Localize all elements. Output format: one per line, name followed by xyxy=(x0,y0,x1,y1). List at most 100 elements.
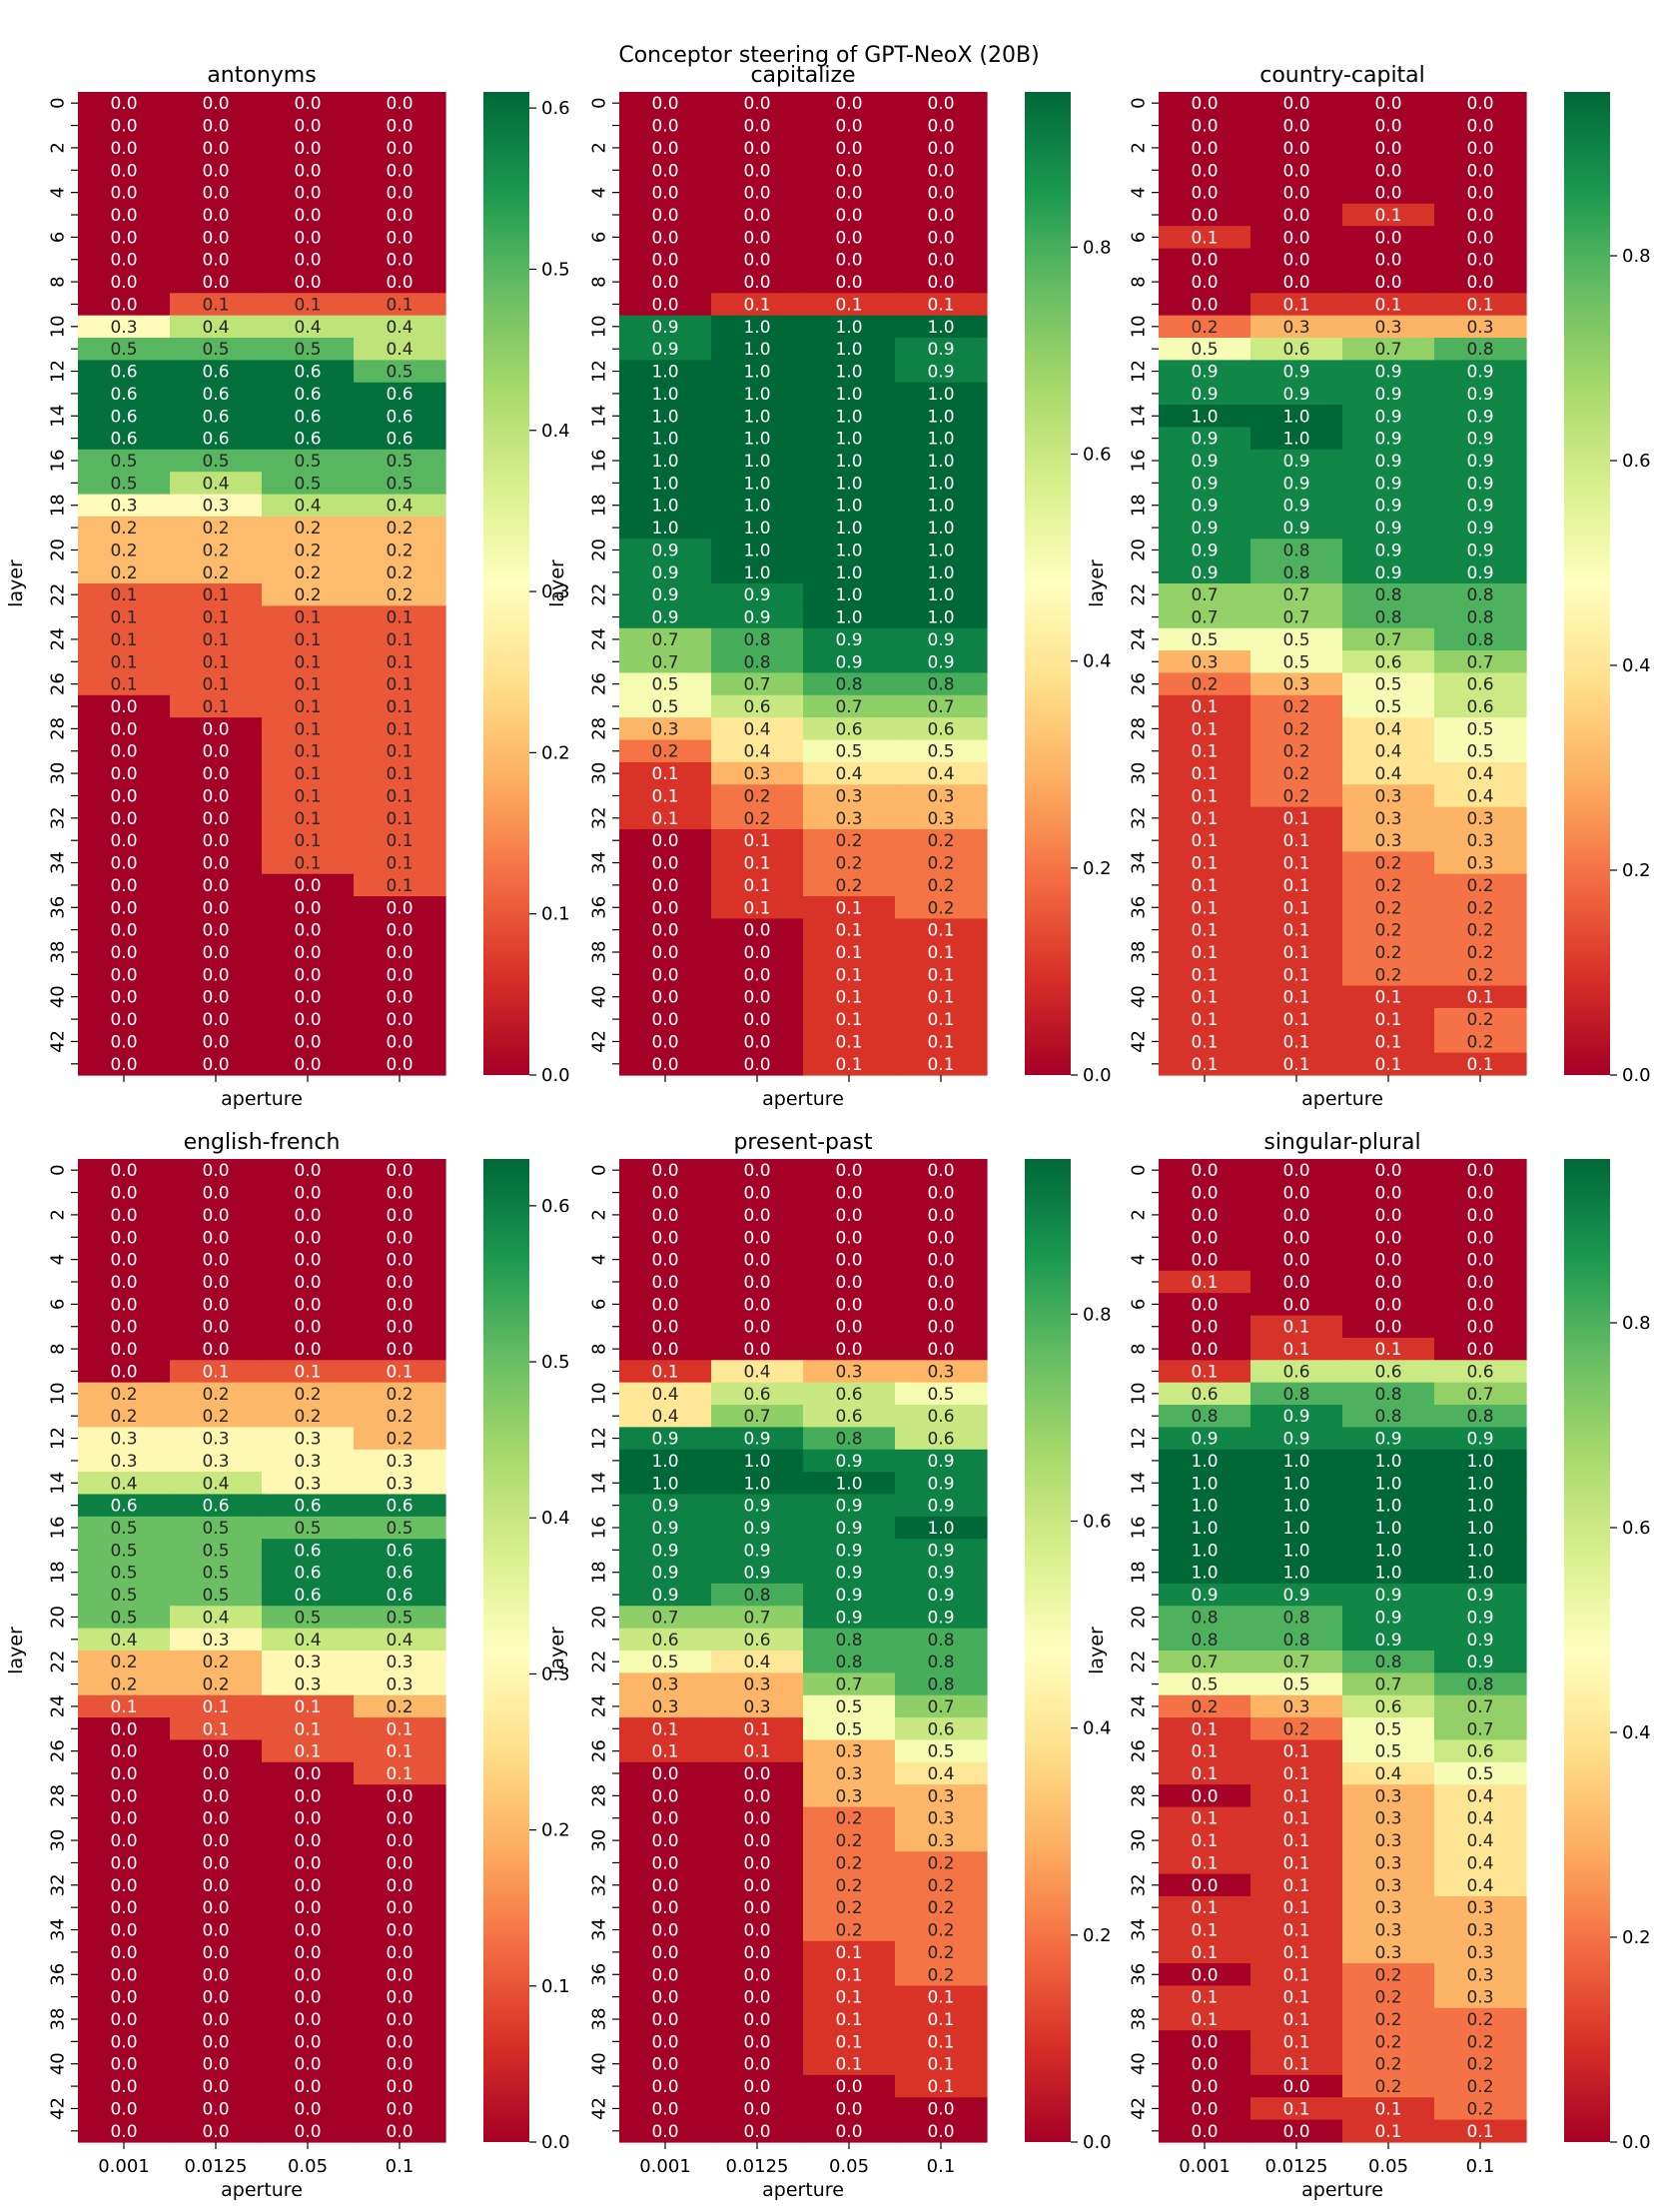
heatmap-cell xyxy=(1159,427,1251,451)
heatmap-cell xyxy=(262,1159,355,1182)
heatmap-cell xyxy=(1434,449,1527,473)
cell-value-label: 1.0 xyxy=(835,430,862,450)
cell-value-label: 0.9 xyxy=(927,1497,954,1517)
heatmap-cell xyxy=(354,1940,446,1964)
heatmap-cell xyxy=(1342,2030,1435,2054)
cell-value-label: 0.0 xyxy=(110,1251,137,1271)
heatmap-cell xyxy=(1159,516,1251,540)
heatmap-cell xyxy=(170,114,263,138)
cell-value-label: 0.9 xyxy=(1374,1430,1401,1450)
heatmap-cell xyxy=(803,203,896,227)
cell-value-label: 0.0 xyxy=(386,1340,413,1360)
heatmap-cell xyxy=(619,1472,712,1496)
cell-value-label: 0.3 xyxy=(202,1631,229,1651)
heatmap-cell xyxy=(895,382,988,406)
cell-value-label: 1.0 xyxy=(927,497,954,517)
cell-value-label: 0.0 xyxy=(1374,251,1401,271)
heatmap-cell xyxy=(619,226,712,250)
heatmap-cell xyxy=(895,1030,988,1054)
cell-value-label: 0.3 xyxy=(202,1452,229,1472)
y-tick-label: 20 xyxy=(1129,1606,1150,1629)
heatmap-cell xyxy=(1159,717,1251,741)
heatmap-cell xyxy=(1342,1405,1435,1428)
cell-value-label: 0.0 xyxy=(927,1318,954,1338)
cell-value-label: 0.3 xyxy=(1374,786,1401,806)
heatmap-cell xyxy=(803,405,896,429)
cell-value-label: 0.9 xyxy=(743,608,770,628)
cell-value-label: 0.0 xyxy=(294,1764,321,1784)
cell-value-label: 0.4 xyxy=(202,474,229,494)
heatmap-cell xyxy=(170,851,263,875)
heatmap-cell xyxy=(262,1918,355,1942)
heatmap-cell xyxy=(711,181,804,205)
cell-value-label: 0.4 xyxy=(1466,1876,1493,1896)
cell-value-label: 0.1 xyxy=(110,630,137,650)
cell-value-label: 0.0 xyxy=(651,831,678,851)
cell-value-label: 0.3 xyxy=(743,764,770,784)
heatmap-cell xyxy=(170,1694,263,1718)
heatmap-cell xyxy=(170,338,263,361)
cell-value-label: 0.6 xyxy=(294,385,321,405)
heatmap-cell xyxy=(170,1761,263,1785)
heatmap-cell xyxy=(1342,1561,1435,1585)
heatmap-cell xyxy=(1250,627,1343,651)
cell-value-label: 0.0 xyxy=(835,2077,862,2097)
cell-value-label: 0.6 xyxy=(835,1385,862,1405)
cell-value-label: 0.0 xyxy=(202,1206,229,1226)
heatmap-cell xyxy=(1159,382,1251,406)
y-tick-label: 14 xyxy=(48,405,69,428)
cell-value-label: 0.0 xyxy=(651,1032,678,1052)
heatmap-cell xyxy=(895,784,988,808)
heatmap-cell xyxy=(1434,1427,1527,1451)
heatmap-cell xyxy=(170,1030,263,1054)
heatmap-cell xyxy=(1159,1739,1251,1763)
cell-value-label: 0.2 xyxy=(835,1921,862,1941)
cell-value-label: 0.0 xyxy=(1374,1228,1401,1248)
heatmap-cell xyxy=(895,694,988,718)
cell-value-label: 0.4 xyxy=(1466,764,1493,784)
cell-value-label: 0.0 xyxy=(386,2010,413,2030)
heatmap-cell xyxy=(895,338,988,361)
heatmap-cell xyxy=(1434,181,1527,205)
heatmap-cell xyxy=(78,1360,171,1384)
cell-value-label: 0.6 xyxy=(202,430,229,450)
heatmap-cell xyxy=(1342,650,1435,674)
heatmap-cell xyxy=(1250,382,1343,406)
heatmap-cell xyxy=(1250,1293,1343,1317)
heatmap-cell xyxy=(262,985,355,1009)
heatmap-cell xyxy=(354,539,446,562)
cell-value-label: 0.0 xyxy=(386,1898,413,1918)
cell-value-label: 0.2 xyxy=(202,1407,229,1427)
heatmap-cell xyxy=(1250,1203,1343,1227)
heatmap-cell xyxy=(1159,360,1251,384)
cell-value-label: 0.8 xyxy=(1282,563,1309,583)
heatmap-cell xyxy=(170,1672,263,1696)
heatmap-cell xyxy=(803,1181,896,1205)
heatmap-cell xyxy=(262,114,355,138)
heatmap-cell xyxy=(78,114,171,138)
heatmap-cell xyxy=(170,2030,263,2054)
cell-value-label: 0.1 xyxy=(743,876,770,896)
cell-value-label: 0.7 xyxy=(1191,608,1218,628)
cell-value-label: 0.0 xyxy=(386,228,413,248)
cell-value-label: 0.1 xyxy=(294,742,321,762)
heatmap-cell xyxy=(619,896,712,920)
heatmap-cell xyxy=(170,1828,263,1852)
heatmap-cell xyxy=(711,1494,804,1518)
cell-value-label: 0.0 xyxy=(743,94,770,114)
cell-value-label: 0.0 xyxy=(651,1921,678,1941)
heatmap-cell xyxy=(170,784,263,808)
colorbar xyxy=(1564,92,1610,1075)
heatmap-cell xyxy=(1250,2119,1343,2143)
heatmap-cell xyxy=(78,605,171,629)
cell-value-label: 0.4 xyxy=(1466,1853,1493,1873)
cell-value-label: 0.3 xyxy=(386,1675,413,1695)
y-tick-label: 16 xyxy=(1129,450,1150,473)
heatmap-cell xyxy=(354,1784,446,1808)
cell-value-label: 1.0 xyxy=(743,452,770,472)
cell-value-label: 0.0 xyxy=(1282,117,1309,137)
heatmap-cell xyxy=(1342,293,1435,317)
heatmap-cell xyxy=(1434,627,1527,651)
cell-value-label: 1.0 xyxy=(835,474,862,494)
heatmap-cell xyxy=(1434,382,1527,406)
